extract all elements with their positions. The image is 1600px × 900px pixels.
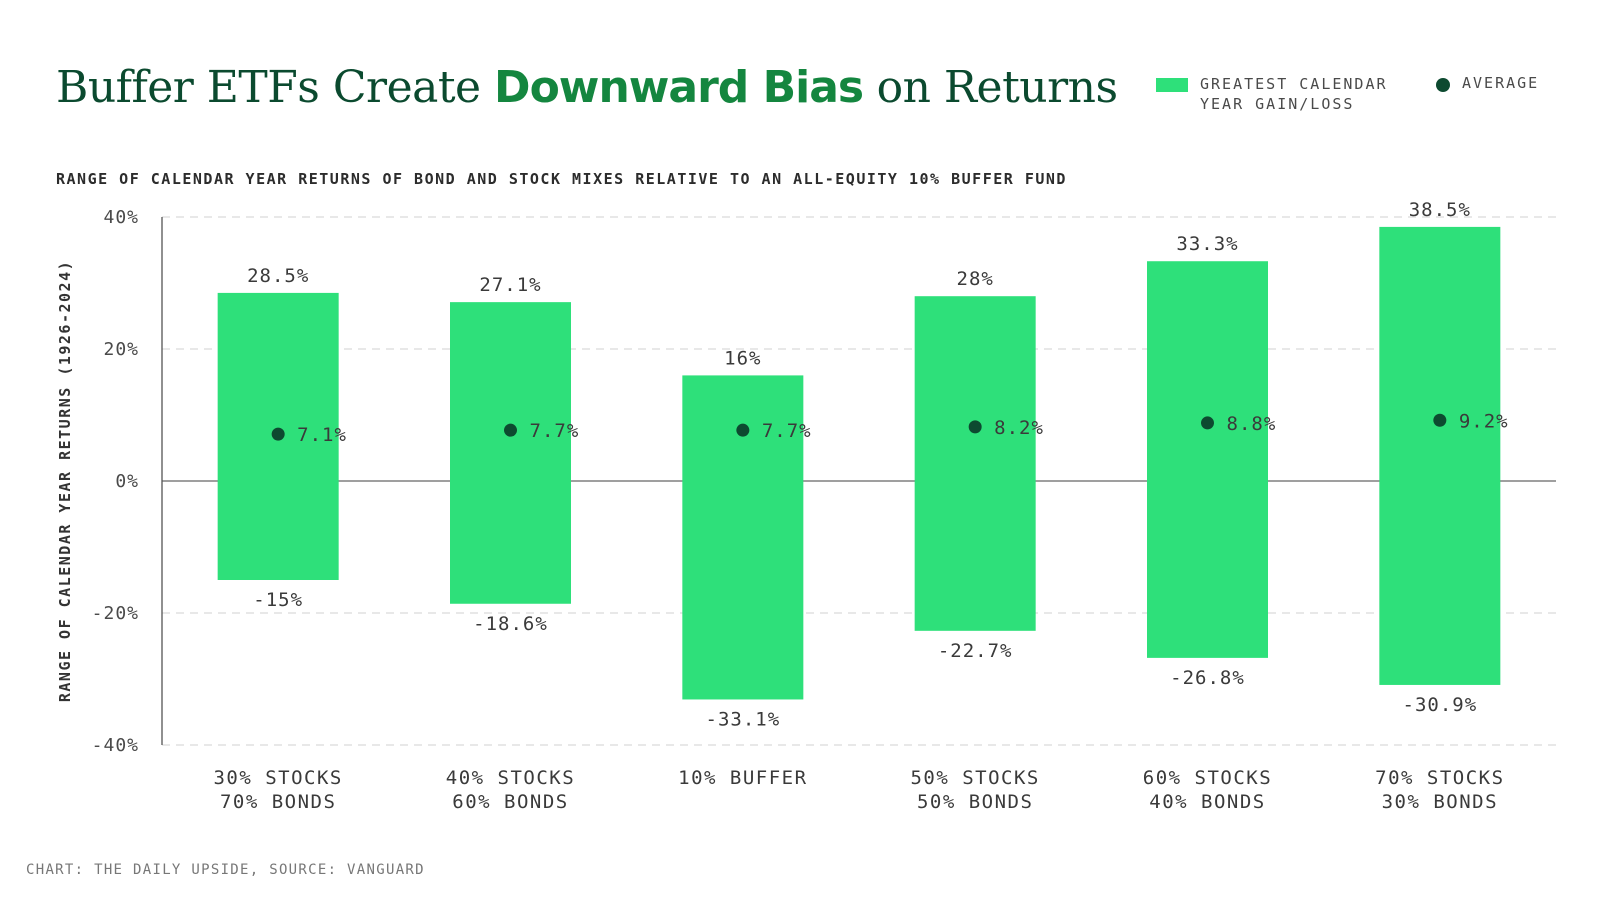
high-label: 28% <box>957 268 994 290</box>
high-label: 28.5% <box>247 265 309 287</box>
average-label: 7.7% <box>530 420 580 442</box>
average-dot <box>504 423 517 437</box>
legend-label-range: GREATEST CALENDAR YEAR GAIN/LOSS <box>1200 75 1388 113</box>
average-dot <box>1201 416 1214 430</box>
category-label: 50% STOCKS <box>910 767 1039 789</box>
y-tick-label: -40% <box>92 735 139 756</box>
high-label: 38.5% <box>1409 199 1471 221</box>
y-tick-label: 0% <box>115 471 139 492</box>
average-label: 7.7% <box>762 420 812 442</box>
range-bar <box>1147 261 1268 658</box>
y-axis-label: RANGE OF CALENDAR YEAR RETURNS (1926-202… <box>56 260 74 702</box>
title-part-2: on Returns <box>863 62 1118 113</box>
average-label: 8.2% <box>994 417 1044 439</box>
category-label: 10% BUFFER <box>678 767 807 789</box>
title-part-1: Buffer ETFs Create <box>56 62 495 113</box>
low-label: -33.1% <box>706 708 781 730</box>
average-label: 8.8% <box>1227 413 1277 435</box>
low-label: -22.7% <box>938 640 1013 662</box>
title-highlight: Downward Bias <box>494 62 864 113</box>
category-label: 30% BONDS <box>1382 791 1498 813</box>
category-label: 30% STOCKS <box>213 767 342 789</box>
category-label: 60% BONDS <box>452 791 568 813</box>
high-label: 27.1% <box>479 274 541 296</box>
average-label: 9.2% <box>1459 410 1509 432</box>
category-label: 40% BONDS <box>1149 791 1265 813</box>
range-bar <box>914 296 1036 631</box>
average-dot <box>968 420 982 434</box>
category-label: 60% STOCKS <box>1143 767 1272 789</box>
category-label: 70% BONDS <box>220 791 336 813</box>
chart-subtitle: RANGE OF CALENDAR YEAR RETURNS OF BOND A… <box>56 170 1067 188</box>
y-tick-label: 40% <box>103 207 139 228</box>
low-label: -15% <box>253 589 303 611</box>
average-label: 7.1% <box>297 424 347 446</box>
chart-title: Buffer ETFs Create Downward Bias on Retu… <box>56 62 1118 113</box>
category-label: 50% BONDS <box>917 791 1033 813</box>
low-label: -26.8% <box>1170 667 1245 689</box>
legend-label-average: AVERAGE <box>1462 74 1540 92</box>
source-note: CHART: THE DAILY UPSIDE, SOURCE: VANGUAR… <box>26 862 425 878</box>
high-label: 33.3% <box>1176 233 1238 255</box>
low-label: -30.9% <box>1403 694 1478 716</box>
y-tick-label: -20% <box>92 603 139 624</box>
low-label: -18.6% <box>473 613 548 635</box>
category-label: 40% STOCKS <box>446 767 575 789</box>
average-dot <box>271 427 285 441</box>
average-dot <box>736 423 750 437</box>
range-bar <box>1379 226 1501 685</box>
category-label: 70% STOCKS <box>1375 767 1504 789</box>
average-dot <box>1433 413 1447 427</box>
high-label: 16% <box>724 347 761 369</box>
range-bar <box>450 302 571 604</box>
legend-swatch-range <box>1156 78 1188 92</box>
y-tick-label: 20% <box>103 339 139 360</box>
legend-dot-average <box>1436 78 1450 92</box>
